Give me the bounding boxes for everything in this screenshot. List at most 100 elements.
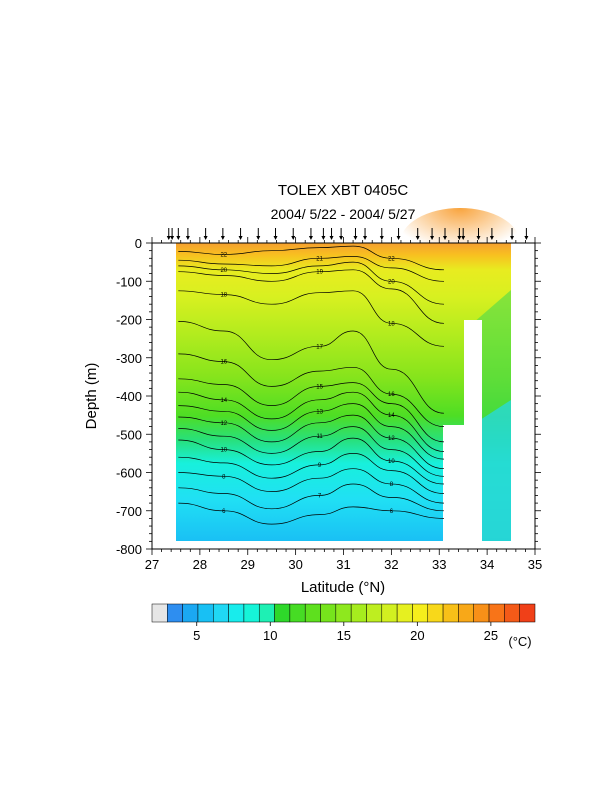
contour-label: 8 — [390, 482, 394, 488]
contour-14 — [178, 391, 445, 452]
station-arrowhead — [308, 236, 313, 240]
contour-label: 6 — [222, 509, 226, 515]
contour-22 — [178, 245, 445, 271]
station-arrowhead — [430, 236, 435, 240]
contour-6 — [178, 502, 445, 525]
station-arrowhead — [238, 236, 243, 240]
station-arrowhead — [185, 236, 190, 240]
contour-label: 14 — [220, 398, 227, 404]
station-arrowhead — [457, 236, 462, 240]
station-arrowhead — [329, 236, 334, 240]
missing-data-mask-2 — [464, 320, 482, 545]
x-axis: 27 28 29 30 31 32 33 34 35 — [145, 237, 542, 572]
colorbar-box — [350, 603, 367, 623]
contour-10 — [178, 437, 445, 485]
colorbar-unit: (°C) — [508, 634, 531, 649]
contour-label: 9 — [318, 463, 322, 469]
colorbar-box — [442, 603, 459, 623]
colorbar-tick-label: 5 — [193, 628, 200, 643]
contour-label: 12 — [220, 421, 227, 427]
colorbar-box — [335, 603, 352, 623]
station-arrowhead — [176, 236, 181, 240]
station-arrowhead — [363, 236, 368, 240]
contour-13 — [178, 403, 445, 460]
contour-18 — [178, 290, 445, 347]
colorbar-box — [381, 603, 398, 623]
y-tick-label: 0 — [135, 236, 142, 251]
colorbar-box — [304, 603, 321, 623]
contour-label: 20 — [220, 268, 227, 274]
colorbar-box — [396, 603, 413, 623]
contour-7 — [178, 483, 445, 512]
station-arrowhead — [379, 236, 384, 240]
contour-label: 6 — [390, 509, 394, 515]
contour-19 — [178, 269, 445, 324]
contour-label: 22 — [388, 256, 395, 262]
station-arrowhead — [353, 236, 358, 240]
y-tick-label: -400 — [116, 389, 142, 404]
contour-label: 20 — [388, 279, 395, 285]
colorbar-box — [366, 603, 383, 623]
station-arrowhead — [291, 236, 296, 240]
x-tick-label: 32 — [384, 557, 398, 572]
colorbar-box — [151, 603, 168, 623]
x-tick-label: 31 — [336, 557, 350, 572]
station-arrowhead — [396, 236, 401, 240]
contour-label: 8 — [222, 474, 226, 480]
x-axis-label: Latitude (°N) — [301, 579, 385, 596]
contour-label: 15 — [316, 384, 323, 390]
colorbar-box — [167, 603, 183, 623]
colorbar-box — [289, 603, 306, 623]
colorbar-box — [258, 603, 275, 623]
contour-label: 7 — [318, 493, 322, 499]
contour-8 — [178, 468, 445, 504]
colorbar-box — [473, 603, 490, 623]
colorbar-tick-label: 10 — [263, 628, 277, 643]
x-tick-label: 34 — [480, 557, 494, 572]
cold-core-east — [480, 400, 511, 541]
station-arrowhead — [442, 236, 447, 240]
station-arrowhead — [489, 236, 494, 240]
colorbar-box — [519, 603, 536, 623]
missing-data-mask-1 — [443, 425, 465, 545]
x-tick-label: 33 — [432, 557, 446, 572]
station-arrowhead — [524, 236, 529, 240]
station-arrowhead — [415, 236, 420, 240]
contour-label: 12 — [388, 436, 395, 442]
colorbar-box — [427, 603, 444, 623]
contour-20 — [178, 261, 445, 305]
station-arrowhead — [510, 236, 515, 240]
y-axis-label: Depth (m) — [83, 363, 100, 430]
contour-label: 18 — [388, 321, 395, 327]
y-tick-label: -500 — [116, 427, 142, 442]
contour-label: 10 — [220, 448, 227, 454]
colorbar-box — [488, 603, 505, 623]
contour-11 — [178, 426, 445, 477]
x-tick-label: 28 — [193, 557, 207, 572]
y-tick-label: -800 — [116, 542, 142, 557]
colorbar-box — [182, 603, 199, 623]
chart-subtitle: 2004/ 5/22 - 2004/ 5/27 — [271, 206, 416, 222]
colorbar-box — [274, 603, 291, 623]
station-arrowhead — [220, 236, 225, 240]
station-arrowhead — [461, 236, 466, 240]
x-tick-label: 29 — [241, 557, 255, 572]
colorbar-tick-label: 15 — [337, 628, 351, 643]
colorbar-box — [412, 603, 429, 623]
y-tick-label: -700 — [116, 504, 142, 519]
colorbar-tick-label: 25 — [484, 628, 498, 643]
station-arrowhead — [203, 236, 208, 240]
contour-lines: 6 6 7 8 8 9 10 10 11 12 12 13 14 14 15 16 16 17 18 18 19 20 20… — [178, 245, 445, 525]
y-tick-label: -200 — [116, 313, 142, 328]
station-arrowhead — [321, 236, 326, 240]
y-axis: 0 -100 -200 -300 -400 -500 -600 -700 -800 — [116, 236, 541, 557]
contour-label: 18 — [220, 293, 227, 299]
contour-label: 17 — [316, 344, 323, 350]
chart-title: TOLEX XBT 0405C — [278, 182, 409, 199]
contour-label: 14 — [388, 413, 395, 419]
station-arrowhead — [256, 236, 261, 240]
contour-15 — [178, 378, 445, 443]
contour-9 — [178, 453, 445, 494]
colorbar-box — [320, 603, 337, 623]
